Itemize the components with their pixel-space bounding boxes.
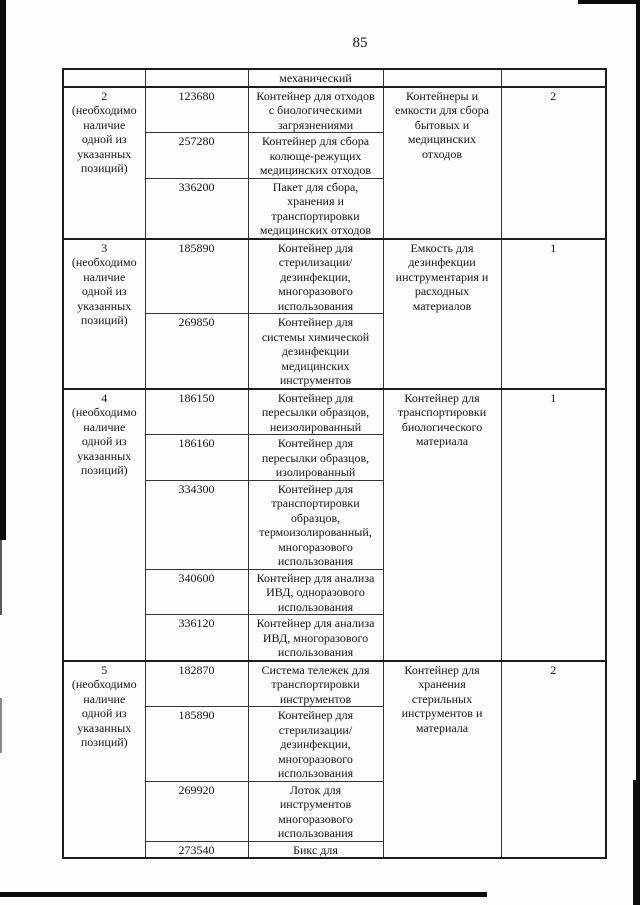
qty-cell: 1 xyxy=(500,387,607,661)
code-cell xyxy=(144,68,249,87)
code-cell: 182870 xyxy=(144,659,249,707)
name-cell: Контейнер для пересылки образцов, изолир… xyxy=(247,434,384,481)
table-row: 336200 Пакет для сбора, хранения и трансп… xyxy=(63,177,606,239)
group-cell: Контейнеры и емкости для сбора бытовых и… xyxy=(382,85,502,239)
code-cell: 185890 xyxy=(144,706,249,782)
code-cell: 185890 xyxy=(144,237,249,314)
name-cell: Контейнер для отходов с биологическими з… xyxy=(247,85,384,133)
code-cell: 186160 xyxy=(144,434,249,481)
equipment-table: механический 2 (необходимо наличие одной … xyxy=(62,68,607,859)
table-row: 186160 Контейнер для пересылки образцов, … xyxy=(63,434,606,481)
group-cell xyxy=(382,68,502,87)
code-cell: 257280 xyxy=(144,132,249,179)
table-row: 273540 Бикс для xyxy=(63,840,606,859)
qty-cell: 2 xyxy=(500,85,607,239)
name-cell: Контейнер для сбора колюще-режущих медиц… xyxy=(247,132,384,179)
code-cell: 273540 xyxy=(144,840,249,859)
name-cell: Контейнер для стерилизации/ дезинфекции,… xyxy=(247,237,384,314)
scan-edge-left-bottom xyxy=(0,698,2,753)
qty-cell xyxy=(500,68,607,87)
table-row: 185890 Контейнер для стерилизации/ дезинф… xyxy=(63,706,606,782)
scan-edge-top-right xyxy=(578,0,640,4)
name-cell: Контейнер для анализа ИВД, многоразового… xyxy=(247,614,384,661)
name-cell: Контейнер для транспортировки образцов, … xyxy=(247,479,384,570)
code-cell: 336120 xyxy=(144,614,249,661)
equipment-table-body: механический 2 (необходимо наличие одной … xyxy=(62,68,607,859)
table-row: 334300 Контейнер для транспортировки обра… xyxy=(63,479,606,570)
code-cell: 269920 xyxy=(144,780,249,842)
table-row: 257280 Контейнер для сбора колюще-режущих… xyxy=(63,132,606,179)
position-cell: 2 (необходимо наличие одной из указанных… xyxy=(62,85,146,239)
position-cell: 5 (необходимо наличие одной из указанных… xyxy=(62,659,146,859)
scan-edge-left xyxy=(0,0,6,540)
group-cell: Емкость для дезинфекции инструментария и… xyxy=(382,237,502,389)
table-row: 340600 Контейнер для анализа ИВД, однораз… xyxy=(63,568,606,615)
code-cell: 334300 xyxy=(144,479,249,570)
code-cell: 269850 xyxy=(144,313,249,389)
table-row: 269920 Лоток для инструментов многоразово… xyxy=(63,780,606,842)
table-row: 4 (необходимо наличие одной из указанных… xyxy=(62,387,607,661)
group-cell: Контейнер для транспортировки биологичес… xyxy=(382,387,502,661)
scan-edge-bottom xyxy=(0,892,487,897)
table-row: 2 (необходимо наличие одной из указанных… xyxy=(62,85,607,239)
code-cell: 186150 xyxy=(144,387,249,435)
name-cell: Контейнер для пересылки образцов, неизол… xyxy=(247,387,384,435)
name-cell: Лоток для инструментов многоразового исп… xyxy=(247,780,384,842)
code-cell: 123680 xyxy=(144,85,249,133)
code-cell: 340600 xyxy=(144,568,249,615)
table-row: 269850 Контейнер для системы химической д… xyxy=(63,313,606,389)
name-cell: Бикс для xyxy=(247,840,384,859)
page-number: 85 xyxy=(352,35,368,51)
position-cell xyxy=(62,68,146,87)
scan-edge-right xyxy=(636,0,640,905)
qty-cell: 2 xyxy=(500,659,607,859)
name-cell: Система тележек для транспортировки инст… xyxy=(247,659,384,707)
table-row: механический xyxy=(62,68,607,87)
name-cell: механический xyxy=(247,68,384,87)
name-cell: Контейнер для стерилизации/ дезинфекции,… xyxy=(247,706,384,782)
code-cell: 336200 xyxy=(144,177,249,239)
name-cell: Пакет для сбора, хранения и транспортиро… xyxy=(247,177,384,239)
position-cell: 3 (необходимо наличие одной из указанных… xyxy=(62,237,146,389)
name-cell: Контейнер для анализа ИВД, одноразового … xyxy=(247,568,384,615)
position-cell: 4 (необходимо наличие одной из указанных… xyxy=(62,387,146,661)
group-cell: Контейнер для хранения стерильных инстру… xyxy=(382,659,502,859)
scan-edge-left-lower xyxy=(0,540,2,615)
qty-cell: 1 xyxy=(500,237,607,389)
name-cell: Контейнер для системы химической дезинфе… xyxy=(247,313,384,389)
scan-edge-right-bottom xyxy=(633,780,640,905)
table-row: 3 (необходимо наличие одной из указанных… xyxy=(62,237,607,389)
table-row: 5 (необходимо наличие одной из указанных… xyxy=(62,659,607,859)
